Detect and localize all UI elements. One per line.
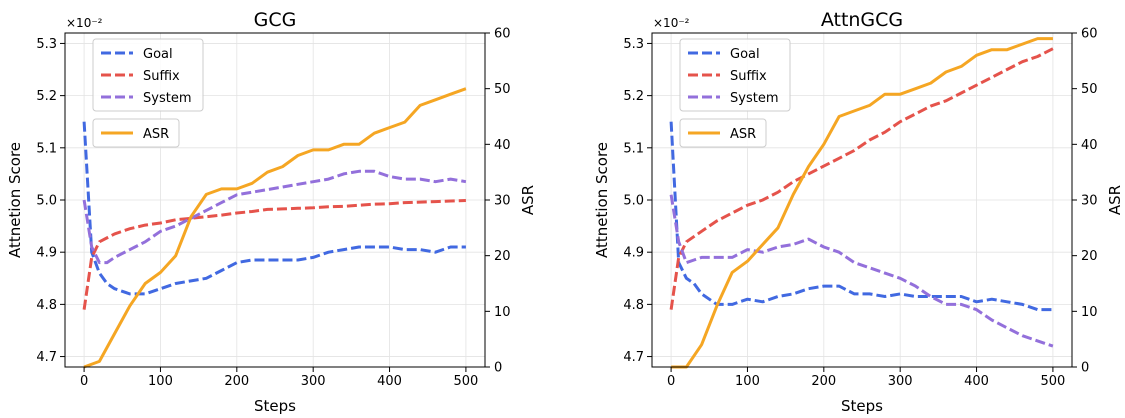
series-line-system (669, 194, 1054, 348)
x-axis-label: Steps (841, 397, 883, 414)
y-tick-label: 5.2 (36, 89, 57, 104)
legend-label-goal: Goal (143, 47, 173, 62)
series-line-system (82, 169, 467, 265)
y-axis-label: Attnetion Score (6, 142, 24, 258)
series-line-asr (671, 37, 1053, 369)
x-tick-label: 100 (148, 374, 173, 389)
legend-label-asr: ASR (730, 127, 756, 142)
chart-gcg: 0 100 200 300 400 500 4.7 4.8 4.9 5.0 5.1 5.2 5.3 0 10… (6, 9, 537, 415)
y-tick-label: 4.9 (623, 246, 644, 261)
y-tick-label: 4.9 (36, 246, 57, 261)
legend-box-asr (92, 118, 180, 148)
series-line-suffix (82, 199, 466, 310)
chart-title: GCG (254, 9, 297, 31)
y2-tick-label: 20 (1081, 249, 1098, 264)
legend-label-suffix: Suffix (143, 69, 180, 84)
y2-tick-label: 60 (494, 27, 511, 42)
y-tick-label: 4.8 (36, 298, 57, 313)
y-tick-label: 5.0 (36, 194, 57, 209)
y2-axis-label: ASR (519, 185, 537, 215)
series-line-goal (669, 121, 1053, 312)
y-multiplier: ×10⁻² (66, 16, 103, 30)
chart-attngcg: 0 100 200 300 400 500 4.7 4.8 4.9 5.0 5.1 5.2 5.3 0 10… (593, 9, 1124, 415)
chart-title: AttnGCG (821, 9, 903, 31)
x-tick-label: 400 (964, 374, 989, 389)
x-axis-label: Steps (254, 397, 296, 414)
y-tick-label: 5.1 (623, 141, 644, 156)
y-tick-label: 4.7 (36, 350, 57, 365)
y2-tick-label: 20 (494, 249, 511, 264)
legend-label-goal: Goal (730, 47, 760, 62)
legend-box (679, 38, 791, 112)
y-tick-label: 5.3 (623, 37, 644, 52)
x-tick-label: 0 (80, 374, 88, 389)
series-line-goal (82, 121, 466, 296)
x-tick-label: 300 (301, 374, 326, 389)
y-tick-label: 5.1 (36, 141, 57, 156)
legend-label-system: System (730, 91, 778, 106)
x-tick-label: 500 (453, 374, 478, 389)
legend-box (92, 38, 204, 112)
y2-tick-label: 0 (494, 361, 502, 376)
y-tick-label: 5.0 (623, 194, 644, 209)
y2-tick-label: 60 (1081, 27, 1098, 42)
legend-label-asr: ASR (143, 127, 169, 142)
y2-tick-label: 30 (1081, 194, 1098, 209)
x-tick-label: 200 (811, 374, 836, 389)
series-line-suffix (669, 47, 1054, 310)
y2-tick-label: 0 (1081, 361, 1089, 376)
series-line-asr (83, 87, 467, 369)
y2-tick-label: 10 (1081, 305, 1098, 320)
y-tick-label: 4.7 (623, 350, 644, 365)
legend-label-system: System (143, 91, 191, 106)
y-axis-label: Attnetion Score (593, 142, 611, 258)
x-tick-label: 200 (224, 374, 249, 389)
x-tick-label: 0 (667, 374, 675, 389)
y2-tick-label: 50 (1081, 82, 1098, 97)
y-tick-label: 5.2 (623, 89, 644, 104)
y-tick-label: 5.3 (36, 37, 57, 52)
legend-label-suffix: Suffix (730, 69, 767, 84)
y2-tick-label: 50 (494, 82, 511, 97)
y2-tick-label: 30 (494, 194, 511, 209)
legend-box-asr (679, 118, 767, 148)
x-tick-label: 300 (888, 374, 913, 389)
x-tick-label: 500 (1040, 374, 1065, 389)
y2-axis-label: ASR (1106, 185, 1124, 215)
y-tick-label: 4.8 (623, 298, 644, 313)
y2-tick-label: 40 (1081, 138, 1098, 153)
x-tick-label: 100 (735, 374, 760, 389)
y2-tick-label: 40 (494, 138, 511, 153)
x-tick-label: 400 (377, 374, 402, 389)
y-multiplier: ×10⁻² (653, 16, 690, 30)
y2-tick-label: 10 (494, 305, 511, 320)
